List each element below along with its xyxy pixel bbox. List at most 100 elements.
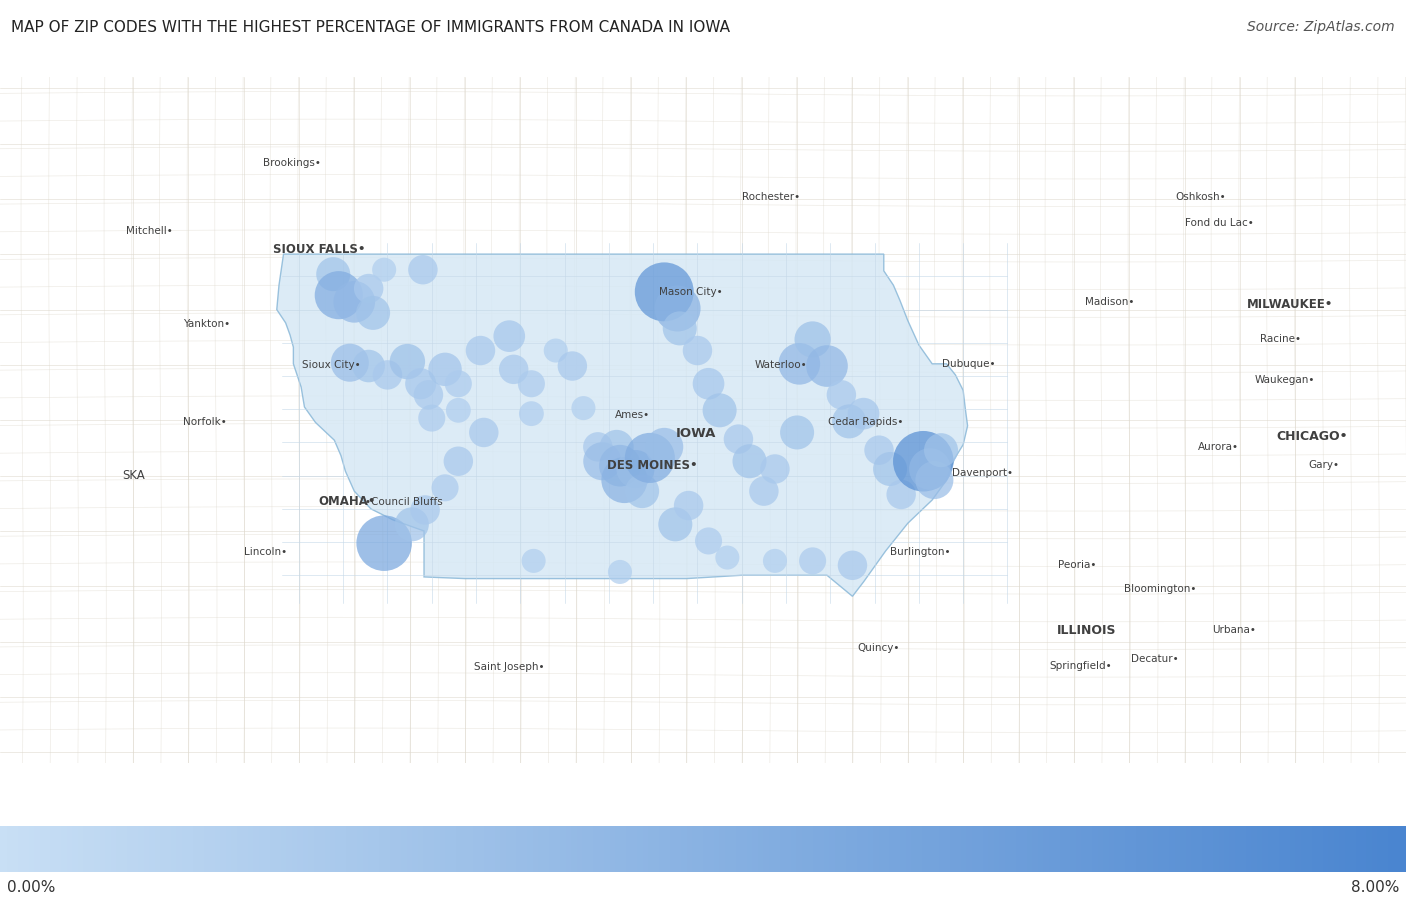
Text: 0.00%: 0.00% [7, 880, 55, 895]
Point [613, 473, 636, 487]
Point [572, 401, 595, 415]
Point [763, 462, 786, 476]
Point [434, 362, 457, 377]
Point [868, 443, 890, 458]
Point [841, 558, 863, 573]
Text: Madison•: Madison• [1085, 297, 1135, 307]
Text: Yankton•: Yankton• [183, 319, 229, 329]
Point [631, 484, 654, 498]
Point [624, 462, 647, 476]
Point [838, 414, 860, 429]
Text: Quincy•: Quincy• [856, 644, 900, 654]
Polygon shape [277, 254, 967, 596]
Text: CHICAGO•: CHICAGO• [1277, 431, 1348, 443]
Point [664, 517, 686, 531]
Point [591, 454, 613, 468]
Text: Cedar Rapids•: Cedar Rapids• [828, 417, 904, 427]
Text: Springfield•: Springfield• [1049, 661, 1112, 671]
Point [339, 355, 361, 369]
Point [929, 443, 952, 458]
Text: Peoria•: Peoria• [1059, 560, 1097, 570]
Text: Decatur•: Decatur• [1132, 654, 1180, 664]
Text: Davenport•: Davenport• [952, 467, 1014, 478]
Text: Aurora•: Aurora• [1198, 441, 1239, 452]
Point [420, 411, 443, 425]
Point [502, 362, 524, 377]
Point [752, 484, 775, 498]
Text: Oshkosh•: Oshkosh• [1175, 191, 1226, 201]
Point [561, 359, 583, 373]
Text: OMAHA•: OMAHA• [319, 495, 377, 508]
Point [418, 387, 440, 402]
Point [609, 458, 631, 473]
Text: Racine•: Racine• [1260, 334, 1301, 344]
Text: DES MOINES•: DES MOINES• [606, 459, 697, 472]
Point [638, 450, 661, 465]
Point [652, 285, 675, 299]
Point [361, 306, 384, 320]
Point [912, 454, 935, 468]
Text: SKA: SKA [122, 469, 145, 482]
Point [447, 403, 470, 417]
Point [697, 534, 720, 548]
Text: Gary•: Gary• [1309, 459, 1340, 469]
Point [738, 454, 761, 468]
Point [786, 425, 808, 440]
Point [879, 462, 901, 476]
Point [409, 377, 432, 391]
Point [678, 498, 700, 512]
Text: Waukegan•: Waukegan• [1254, 376, 1315, 386]
Text: Saint Joseph•: Saint Joseph• [474, 663, 544, 672]
Point [357, 281, 380, 296]
Point [328, 288, 350, 302]
Point [377, 368, 399, 382]
Point [498, 329, 520, 343]
Point [544, 343, 567, 358]
Text: MILWAUKEE•: MILWAUKEE• [1247, 298, 1333, 310]
Point [434, 481, 457, 495]
Text: Burlington•: Burlington• [890, 547, 950, 557]
Text: Norfolk•: Norfolk• [183, 417, 226, 427]
Point [890, 487, 912, 502]
Point [727, 432, 749, 446]
Point [852, 406, 875, 421]
Text: Ames•: Ames• [614, 410, 650, 421]
Point [801, 554, 824, 568]
Point [470, 343, 492, 358]
Text: 8.00%: 8.00% [1351, 880, 1399, 895]
Point [586, 440, 609, 454]
Point [412, 263, 434, 277]
Text: •Council Bluffs: •Council Bluffs [366, 496, 443, 507]
Point [523, 554, 546, 568]
Point [520, 377, 543, 391]
Point [815, 359, 838, 373]
Text: Rochester•: Rochester• [742, 191, 800, 201]
Text: ILLINOIS: ILLINOIS [1057, 624, 1116, 637]
Text: MAP OF ZIP CODES WITH THE HIGHEST PERCENTAGE OF IMMIGRANTS FROM CANADA IN IOWA: MAP OF ZIP CODES WITH THE HIGHEST PERCEN… [11, 20, 730, 35]
Point [686, 343, 709, 358]
Point [343, 295, 366, 309]
Text: Source: ZipAtlas.com: Source: ZipAtlas.com [1247, 20, 1395, 34]
Text: Fond du Lac•: Fond du Lac• [1185, 218, 1253, 228]
Text: SIOUX FALLS•: SIOUX FALLS• [273, 243, 366, 255]
Point [924, 473, 946, 487]
Point [606, 440, 628, 454]
Point [652, 440, 675, 454]
Point [801, 333, 824, 347]
Point [373, 536, 395, 550]
Text: Dubuque•: Dubuque• [942, 360, 995, 369]
Point [697, 377, 720, 391]
Point [716, 550, 738, 565]
Point [763, 554, 786, 568]
Point [668, 321, 690, 335]
Point [413, 503, 436, 517]
Point [520, 406, 543, 421]
Point [447, 377, 470, 391]
Text: Mitchell•: Mitchell• [127, 226, 173, 236]
Text: Brookings•: Brookings• [263, 158, 322, 168]
Text: Lincoln•: Lincoln• [243, 547, 287, 557]
Text: Waterloo•: Waterloo• [755, 360, 807, 370]
Point [830, 387, 852, 402]
Point [396, 354, 419, 369]
Text: Urbana•: Urbana• [1212, 625, 1256, 635]
